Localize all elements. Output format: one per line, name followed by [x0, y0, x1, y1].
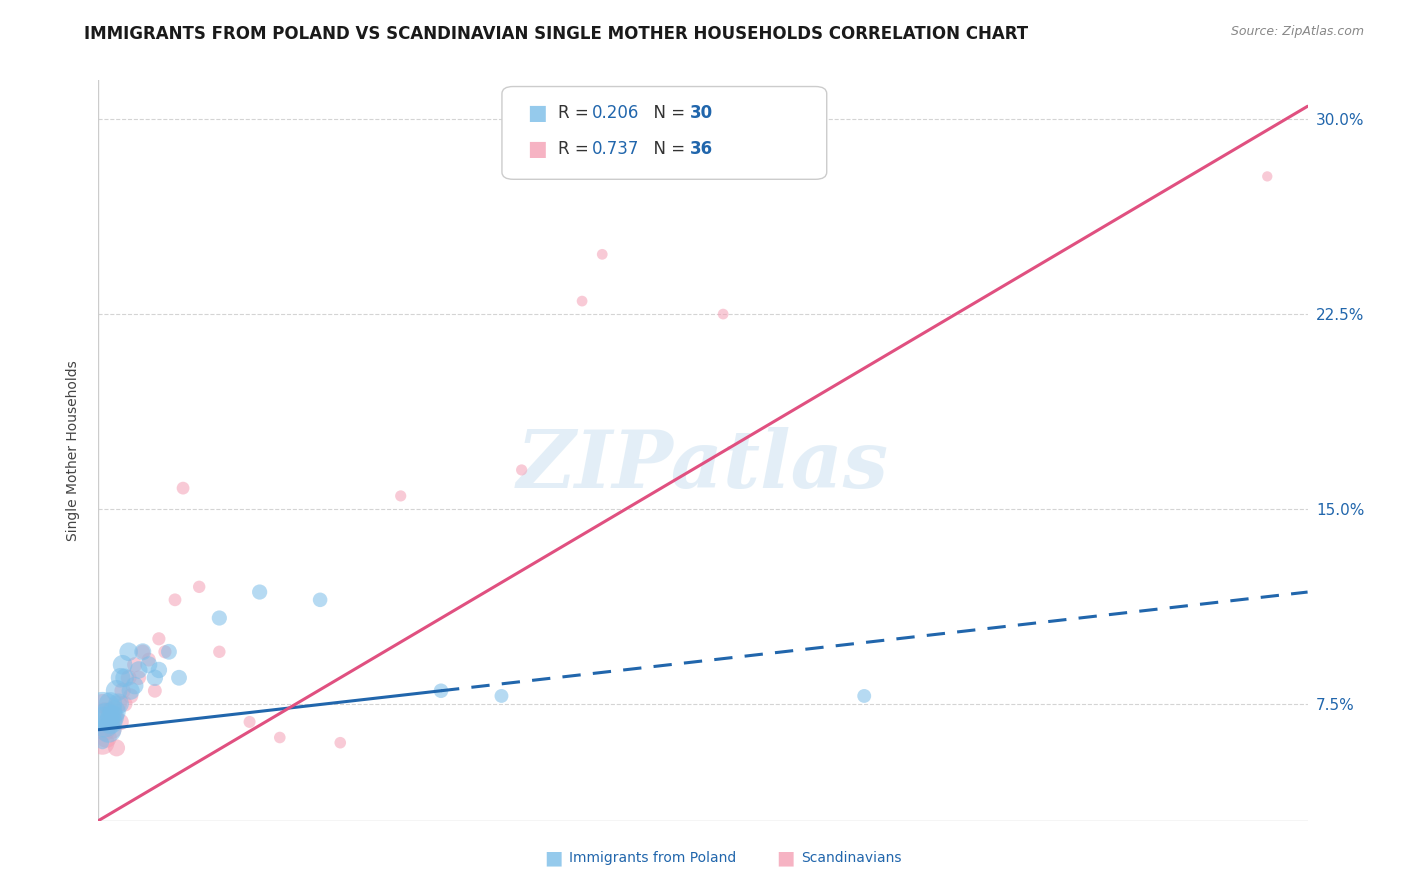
Point — [239, 714, 262, 729]
Point — [269, 731, 291, 745]
Text: IMMIGRANTS FROM POLAND VS SCANDINAVIAN SINGLE MOTHER HOUSEHOLDS CORRELATION CHAR: IMMIGRANTS FROM POLAND VS SCANDINAVIAN S… — [84, 25, 1028, 43]
Text: N =: N = — [643, 104, 690, 122]
Point — [853, 689, 876, 703]
Point — [249, 585, 271, 599]
Point — [138, 652, 160, 666]
Text: ■: ■ — [544, 848, 562, 868]
Point — [93, 714, 115, 729]
Point — [91, 736, 114, 750]
Text: Scandinavians: Scandinavians — [801, 851, 901, 865]
Point — [107, 697, 129, 711]
Point — [172, 481, 194, 495]
Point — [120, 689, 142, 703]
Text: N =: N = — [643, 140, 690, 158]
Point — [510, 463, 533, 477]
Text: Immigrants from Poland: Immigrants from Poland — [569, 851, 737, 865]
Point — [128, 663, 150, 677]
Point — [208, 645, 231, 659]
Point — [93, 705, 115, 719]
Text: 30: 30 — [690, 104, 713, 122]
Text: ZIPatlas: ZIPatlas — [517, 426, 889, 504]
Text: R =: R = — [558, 104, 595, 122]
Point — [100, 697, 122, 711]
Point — [100, 714, 122, 729]
Point — [118, 645, 141, 659]
Point — [105, 740, 128, 755]
Point — [591, 247, 613, 261]
Text: R =: R = — [558, 140, 595, 158]
Point — [208, 611, 231, 625]
Point — [132, 645, 155, 659]
Point — [91, 697, 114, 711]
Point — [571, 294, 593, 309]
Point — [138, 657, 160, 672]
Point — [163, 592, 186, 607]
Point — [309, 592, 332, 607]
Point — [91, 705, 114, 719]
Point — [143, 683, 166, 698]
Point — [110, 714, 132, 729]
Point — [93, 723, 115, 737]
Point — [157, 645, 180, 659]
Point — [430, 683, 453, 698]
Point — [124, 657, 146, 672]
Point — [153, 645, 176, 659]
Point — [100, 705, 122, 719]
Point — [96, 710, 118, 724]
Text: ■: ■ — [527, 103, 547, 123]
Point — [111, 657, 134, 672]
Point — [114, 697, 136, 711]
Point — [114, 671, 136, 685]
Point — [124, 679, 146, 693]
Text: Source: ZipAtlas.com: Source: ZipAtlas.com — [1230, 25, 1364, 38]
Point — [111, 683, 134, 698]
Point — [132, 645, 155, 659]
Point — [148, 632, 170, 646]
Point — [101, 723, 124, 737]
Point — [143, 671, 166, 685]
Point — [97, 723, 120, 737]
Point — [105, 683, 128, 698]
Point — [107, 697, 129, 711]
Point — [101, 710, 124, 724]
Point — [110, 671, 132, 685]
Point — [188, 580, 211, 594]
Point — [167, 671, 190, 685]
Text: 0.206: 0.206 — [592, 104, 640, 122]
Point — [491, 689, 513, 703]
Y-axis label: Single Mother Households: Single Mother Households — [66, 360, 80, 541]
Point — [1256, 169, 1278, 184]
Point — [120, 683, 142, 698]
Point — [389, 489, 412, 503]
Point — [118, 671, 141, 685]
Point — [91, 736, 114, 750]
Text: ■: ■ — [776, 848, 794, 868]
Point — [148, 663, 170, 677]
Point — [103, 710, 125, 724]
Text: ■: ■ — [527, 139, 547, 159]
Point — [711, 307, 734, 321]
Text: 0.737: 0.737 — [592, 140, 640, 158]
Text: 36: 36 — [690, 140, 713, 158]
Point — [103, 705, 125, 719]
Point — [128, 671, 150, 685]
Point — [97, 714, 120, 729]
Point — [329, 736, 352, 750]
Point — [96, 731, 118, 745]
